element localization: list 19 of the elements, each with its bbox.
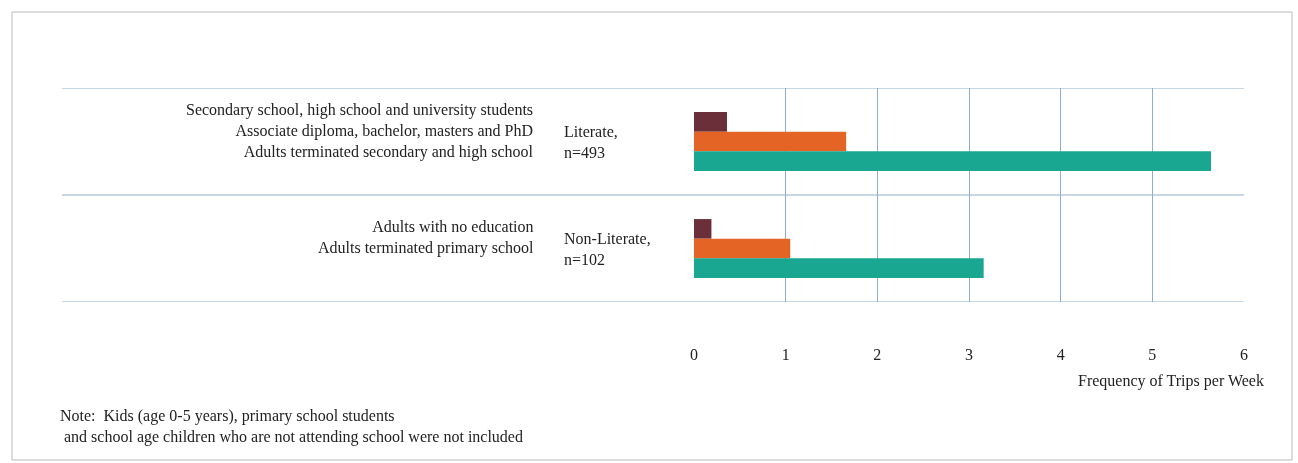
x-tick-label: 5 [1148,346,1157,364]
bar [694,112,727,132]
bar [694,258,984,278]
x-tick-label: 2 [873,346,882,364]
x-tick-label: 1 [781,346,790,364]
y-tick-label: Non-Literate, n=102 [564,230,651,268]
text: Secondary school, high school and university students Associate diploma, bachelor, masters and PhD Adults terminated secondary and high school [186,101,534,161]
x-axis-title: Frequency of Trips per Week [1078,372,1264,390]
y-tick-label: Literate, n=493 [564,123,618,161]
text: Note: Kids (age 0-5 years), primary school students and school age children who are not attending school were not included [60,407,523,446]
bar [694,131,847,152]
bar [694,238,791,259]
bar [694,151,1211,171]
bar [694,219,712,239]
text: Adults with no education Adults terminated primary school [318,218,535,257]
x-tick-label: 4 [1056,346,1065,364]
x-tick-label: 3 [965,346,973,364]
x-tick-label: 0 [690,346,698,364]
x-tick-label: 6 [1240,346,1248,364]
